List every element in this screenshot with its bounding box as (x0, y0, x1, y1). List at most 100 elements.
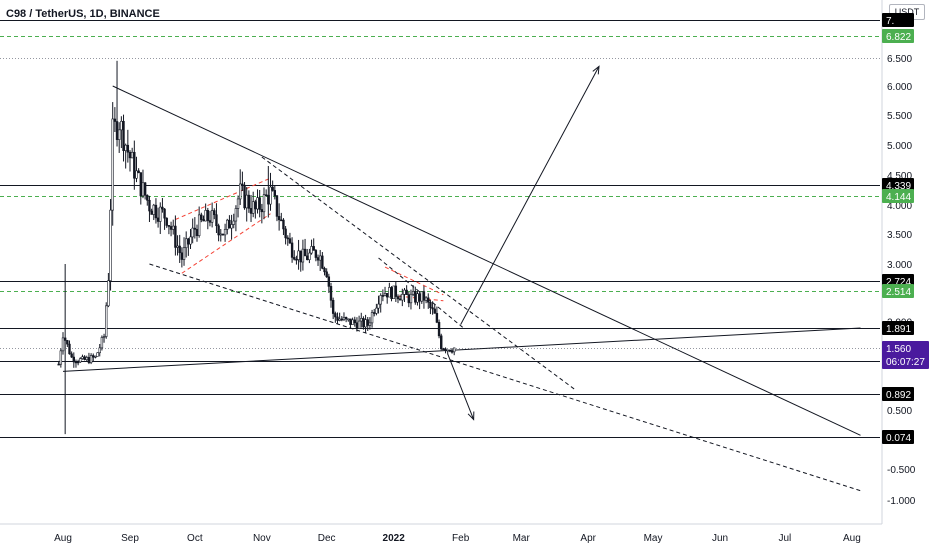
candle-body (241, 183, 244, 186)
candle-body (368, 322, 372, 326)
candle-body (63, 337, 67, 341)
trend-line (112, 85, 861, 436)
candle-body (102, 336, 106, 338)
y-tick-label: 5.000 (887, 141, 912, 152)
candle-body (336, 316, 339, 321)
candle-body (301, 248, 305, 263)
price-badge (882, 29, 914, 43)
candle-body (405, 289, 408, 295)
countdown-label: 06:07:27 (886, 357, 925, 368)
candle-body (360, 318, 363, 322)
candle-body (200, 214, 203, 220)
x-tick-label: Feb (452, 533, 470, 544)
x-tick-label: 2022 (383, 533, 406, 544)
candle-body (353, 319, 356, 324)
x-tick-label: Jun (712, 533, 728, 544)
candle-body (452, 347, 456, 353)
candle-body (128, 151, 132, 159)
candle-body (146, 194, 149, 201)
candle-body (373, 312, 376, 314)
price-badge (882, 13, 914, 27)
candle-body (437, 322, 441, 337)
price-badge-label: 1.891 (886, 324, 911, 335)
candle-body (286, 237, 289, 240)
candle-body (327, 276, 331, 287)
candle-body (232, 220, 235, 225)
candle-body (293, 257, 296, 260)
candle-body (150, 210, 153, 215)
candle-body (323, 268, 326, 273)
candle-body (109, 209, 112, 281)
candle-body (275, 195, 279, 217)
candle-body (89, 355, 93, 363)
candle-body (66, 340, 69, 345)
candle-body (57, 363, 60, 366)
candle-body (223, 228, 227, 236)
candle-body (251, 201, 255, 214)
candle-body (316, 257, 320, 261)
chart-title: C98 / TetherUS, 1D, BINANCE (6, 8, 160, 20)
candle-body (135, 170, 138, 179)
candle-body (448, 349, 452, 352)
candle-body (299, 250, 302, 263)
price-badge-label: 4.144 (886, 192, 911, 203)
candle-body (342, 317, 346, 320)
candle-body (277, 216, 281, 221)
candle-body (245, 194, 248, 209)
y-tick-label: 4.500 (887, 171, 912, 182)
candle-body (420, 291, 423, 302)
candle-body (306, 255, 309, 261)
trend-line (62, 327, 861, 372)
candle-body (193, 227, 197, 230)
candle-body (180, 252, 184, 260)
candle-body (377, 303, 380, 309)
candle-body (98, 347, 101, 354)
candle-body (152, 204, 155, 215)
candle-body (70, 353, 73, 358)
candle-body (362, 318, 365, 328)
candle-body (204, 210, 207, 222)
price-badge-label: 0.074 (886, 433, 911, 444)
candle-body (124, 144, 127, 151)
price-badge (882, 284, 914, 298)
candle-body (416, 293, 419, 303)
y-tick-label: -1.000 (887, 496, 916, 507)
candle-body (308, 252, 311, 261)
candle-body (427, 297, 430, 303)
candle-body (197, 214, 201, 236)
candle-body (282, 219, 285, 230)
candle-body (107, 280, 110, 307)
price-badge-label: 6.822 (886, 32, 911, 43)
x-tick-label: Nov (253, 533, 271, 544)
candle-body (76, 361, 80, 364)
x-tick-label: Mar (513, 533, 531, 544)
x-tick-label: Dec (318, 533, 336, 544)
arrow-shaft (447, 353, 475, 420)
x-tick-label: Oct (187, 533, 203, 544)
candle-body (130, 151, 134, 159)
candle-body (156, 217, 160, 222)
candle-body (79, 358, 82, 363)
candle-body (392, 285, 395, 299)
candle-body (219, 233, 222, 236)
candle-body (239, 183, 242, 200)
candle-body (184, 238, 188, 249)
candle-body (351, 319, 354, 325)
candle-body (331, 299, 335, 314)
candle-body (191, 227, 194, 238)
candle-body (215, 214, 218, 227)
candle-body (139, 172, 143, 197)
x-tick-label: Apr (580, 533, 596, 544)
last-price-badge (882, 341, 929, 369)
candle-body (394, 285, 398, 297)
candle-body (370, 312, 374, 324)
candle-body (176, 245, 179, 248)
candle-body (418, 293, 421, 302)
red-channel-line (384, 266, 444, 296)
arrow-shaft (460, 66, 600, 325)
candle-body (254, 201, 257, 210)
price-badge-label: 2.724 (886, 277, 911, 288)
candle-body (258, 197, 261, 210)
candle-body (115, 121, 119, 140)
